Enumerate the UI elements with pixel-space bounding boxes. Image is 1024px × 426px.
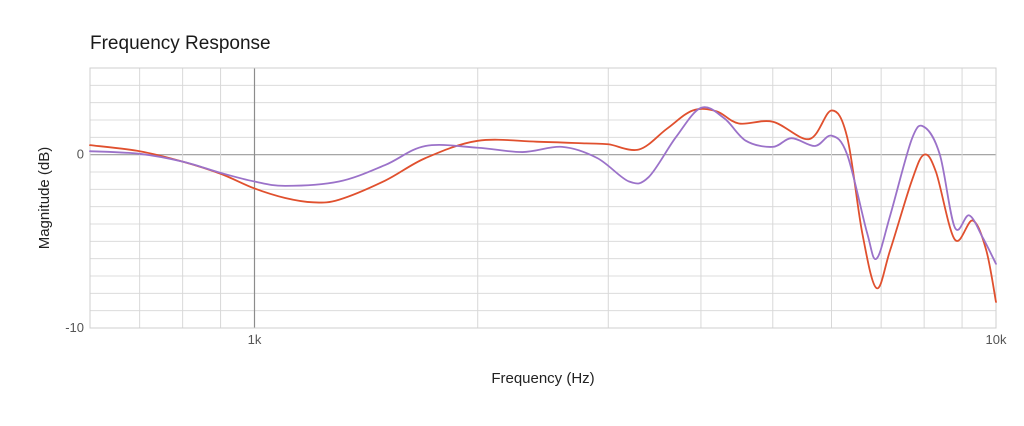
tick-labels: 0 -10 1k 10k	[65, 147, 1007, 347]
x-tick-label: 10k	[986, 332, 1007, 347]
y-tick-label: -10	[65, 320, 84, 335]
x-axis-label: Frequency (Hz)	[491, 370, 594, 387]
y-axis-label: Magnitude (dB)	[36, 147, 53, 250]
plot-area	[90, 68, 996, 328]
chart-title: Frequency Response	[90, 33, 271, 54]
series-line-1	[89, 108, 997, 303]
x-tick-label: 1k	[248, 332, 262, 347]
plot-frame	[89, 67, 997, 329]
grid	[89, 67, 997, 329]
y-tick-label: 0	[77, 147, 84, 162]
series-line-2	[89, 106, 997, 265]
series-lines	[89, 106, 997, 303]
